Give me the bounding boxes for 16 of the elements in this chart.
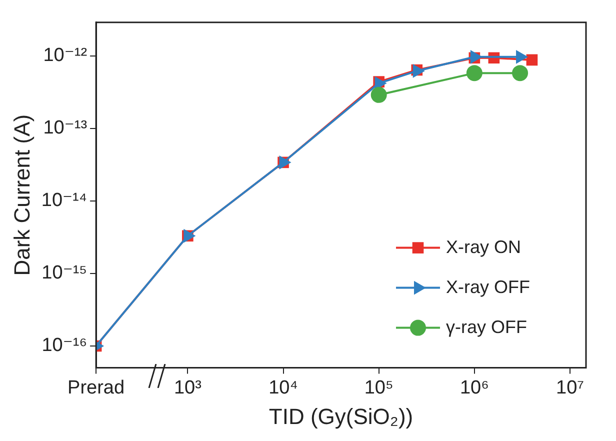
y-tick-label: 10⁻¹² [43, 45, 88, 66]
x-tick-label: Prerad [68, 377, 125, 398]
y-tick-label: 10⁻¹³ [43, 118, 88, 139]
x-axis-title: TID (Gy(SiO₂)) [268, 404, 414, 429]
legend-label: X-ray OFF [446, 276, 530, 297]
y-tick-label: 10⁻¹⁴ [41, 190, 88, 212]
x-tick-label: 10⁴ [268, 377, 298, 398]
x-tick-label: 10³ [174, 377, 202, 398]
legend-label: γ-ray OFF [446, 316, 527, 337]
y-tick-label: 10⁻¹⁶ [42, 335, 88, 356]
legend-label: X-ray ON [446, 236, 522, 257]
x-tick-label: 10⁵ [364, 377, 394, 398]
x-tick-label: 10⁶ [460, 377, 489, 398]
y-tick-label: 10⁻¹⁵ [42, 262, 88, 284]
y-axis-title: Dark Current (A) [9, 114, 34, 276]
x-tick-label: 10⁷ [556, 377, 584, 398]
